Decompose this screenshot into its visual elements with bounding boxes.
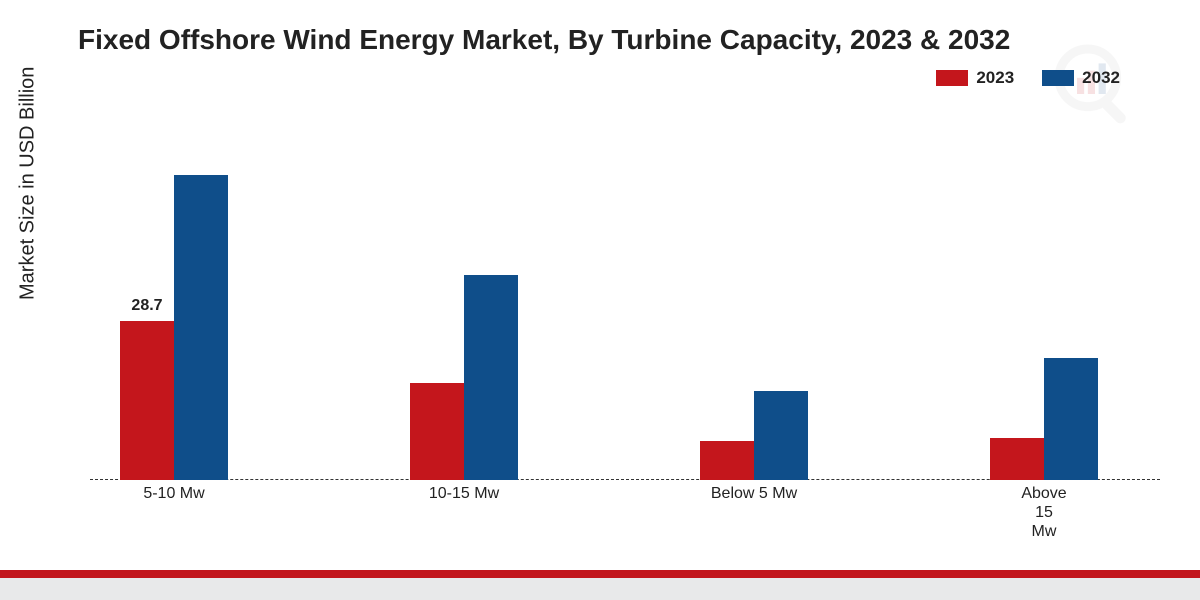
bar-2023 <box>700 441 754 480</box>
bar-group <box>990 358 1098 480</box>
bar-2032 <box>174 175 228 480</box>
x-axis-tick-label: 5-10 Mw <box>114 484 234 503</box>
x-axis-tick-label: Above15Mw <box>984 484 1104 542</box>
legend-swatch-2023 <box>936 70 968 86</box>
bar-group <box>410 275 518 480</box>
legend-item-2032: 2032 <box>1042 68 1120 88</box>
x-axis-tick-label: 10-15 Mw <box>404 484 524 503</box>
bar-2023 <box>410 383 464 480</box>
chart-legend: 2023 2032 <box>936 68 1120 88</box>
bar-value-label: 28.7 <box>131 297 162 315</box>
bar-2032 <box>1044 358 1098 480</box>
chart-plot-area: 28.7 <box>90 120 1160 480</box>
bar-2032 <box>754 391 808 480</box>
y-axis-label: Market Size in USD Billion <box>17 67 40 300</box>
bar-2023: 28.7 <box>120 321 174 480</box>
legend-label-2023: 2023 <box>976 68 1014 88</box>
chart-title: Fixed Offshore Wind Energy Market, By Tu… <box>78 24 1010 56</box>
bar-2023 <box>990 438 1044 480</box>
bar-2032 <box>464 275 518 480</box>
legend-item-2023: 2023 <box>936 68 1014 88</box>
bar-group: 28.7 <box>120 175 228 480</box>
footer-base-bar <box>0 578 1200 600</box>
x-axis-tick-label: Below 5 Mw <box>694 484 814 503</box>
footer-accent-bar <box>0 570 1200 578</box>
bar-group <box>700 391 808 480</box>
legend-label-2032: 2032 <box>1082 68 1120 88</box>
legend-swatch-2032 <box>1042 70 1074 86</box>
